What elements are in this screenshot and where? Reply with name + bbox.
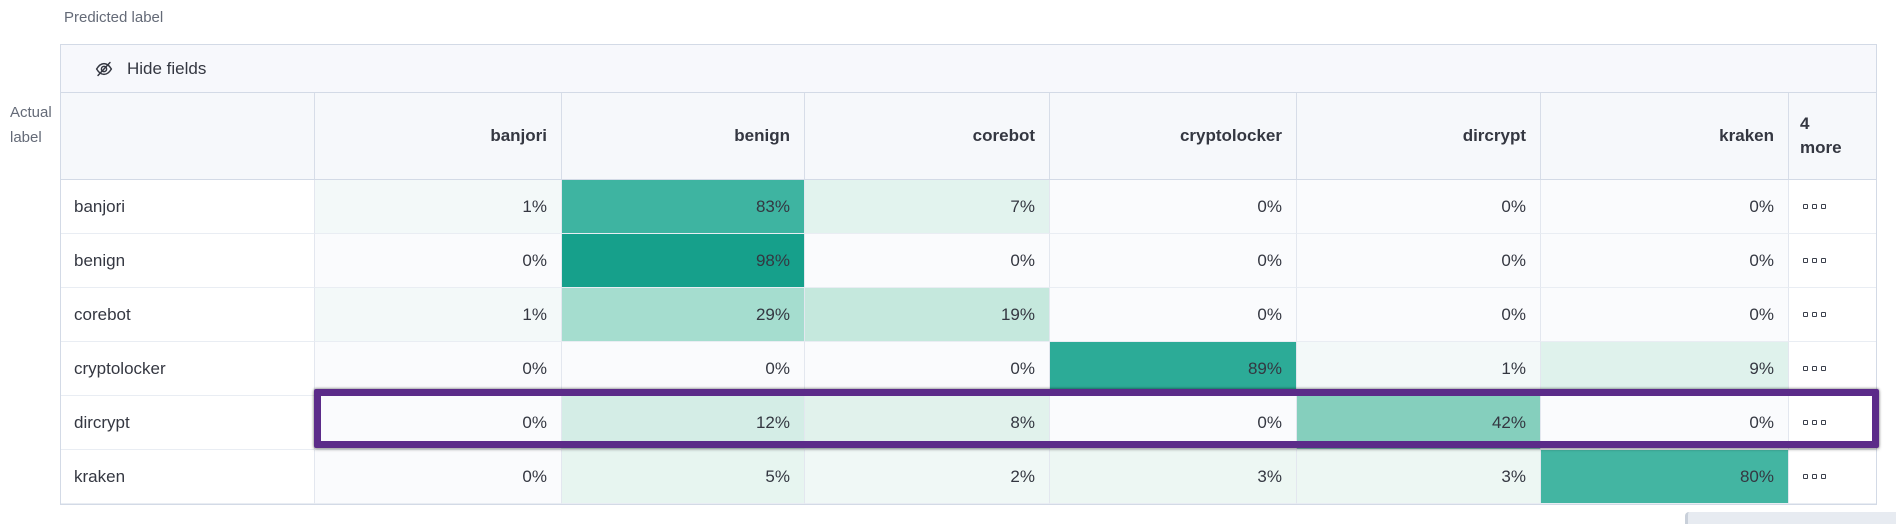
matrix-cell[interactable]: 1% <box>315 180 562 234</box>
boxes-horizontal-icon <box>1803 204 1826 209</box>
header-corner-cell <box>61 93 315 179</box>
matrix-cell[interactable]: 0% <box>1541 180 1789 234</box>
eye-closed-icon[interactable] <box>94 59 114 79</box>
matrix-cell[interactable]: 5% <box>562 450 805 504</box>
column-header-corebot[interactable]: corebot <box>805 93 1050 179</box>
boxes-horizontal-icon <box>1803 474 1826 479</box>
matrix-cell[interactable]: 0% <box>1297 234 1541 288</box>
boxes-horizontal-icon <box>1803 312 1826 317</box>
boxes-horizontal-icon <box>1803 258 1826 263</box>
row-label[interactable]: cryptolocker <box>61 342 315 396</box>
row-label[interactable]: kraken <box>61 450 315 504</box>
matrix-row-benign: benign 0% 98% 0% 0% 0% 0% <box>61 234 1876 288</box>
column-header-benign[interactable]: benign <box>562 93 805 179</box>
matrix-row-dircrypt: dircrypt 0% 12% 8% 0% 42% 0% <box>61 396 1876 450</box>
matrix-cell[interactable]: 83% <box>562 180 805 234</box>
matrix-cell[interactable]: 0% <box>1050 288 1297 342</box>
matrix-cell[interactable]: 98% <box>562 234 805 288</box>
matrix-cell[interactable]: 1% <box>315 288 562 342</box>
row-label[interactable]: corebot <box>61 288 315 342</box>
matrix-cell[interactable]: 2% <box>805 450 1050 504</box>
matrix-cell[interactable]: 0% <box>1050 396 1297 450</box>
actual-label-line1: Actual <box>10 104 52 121</box>
matrix-cell[interactable]: 12% <box>562 396 805 450</box>
matrix-cell[interactable]: 0% <box>1541 234 1789 288</box>
matrix-cell[interactable]: 0% <box>805 342 1050 396</box>
row-actions-button[interactable] <box>1789 234 1876 288</box>
boxes-horizontal-icon <box>1803 420 1826 425</box>
column-header-more[interactable]: 4 more <box>1800 114 1842 157</box>
matrix-cell[interactable]: 0% <box>1297 180 1541 234</box>
actual-label-axis: Actual label <box>10 100 52 150</box>
matrix-cell[interactable]: 0% <box>1541 396 1789 450</box>
row-actions-button[interactable] <box>1789 288 1876 342</box>
matrix-row-kraken: kraken 0% 5% 2% 3% 3% 80% <box>61 450 1876 504</box>
matrix-cell[interactable]: 0% <box>315 342 562 396</box>
row-actions-button[interactable] <box>1789 450 1876 504</box>
column-header-cryptolocker[interactable]: cryptolocker <box>1050 93 1297 179</box>
matrix-cell[interactable]: 7% <box>805 180 1050 234</box>
matrix-cell[interactable]: 8% <box>805 396 1050 450</box>
matrix-cell[interactable]: 3% <box>1050 450 1297 504</box>
column-header-dircrypt[interactable]: dircrypt <box>1297 93 1541 179</box>
matrix-row-banjori: banjori 1% 83% 7% 0% 0% 0% <box>61 180 1876 234</box>
matrix-cell[interactable]: 0% <box>1050 234 1297 288</box>
matrix-cell[interactable]: 19% <box>805 288 1050 342</box>
matrix-cell[interactable]: 9% <box>1541 342 1789 396</box>
matrix-cell[interactable]: 0% <box>1541 288 1789 342</box>
matrix-row-corebot: corebot 1% 29% 19% 0% 0% 0% <box>61 288 1876 342</box>
row-label[interactable]: dircrypt <box>61 396 315 450</box>
column-header-kraken[interactable]: kraken <box>1541 93 1789 179</box>
matrix-cell[interactable]: 0% <box>805 234 1050 288</box>
header-row: banjori benign corebot cryptolocker dirc… <box>61 93 1876 180</box>
matrix-cell[interactable]: 0% <box>1050 180 1297 234</box>
matrix-row-cryptolocker: cryptolocker 0% 0% 0% 89% 1% 9% <box>61 342 1876 396</box>
matrix-cell[interactable]: 0% <box>315 234 562 288</box>
row-label[interactable]: banjori <box>61 180 315 234</box>
row-actions-button[interactable] <box>1789 342 1876 396</box>
matrix-cell[interactable]: 0% <box>315 450 562 504</box>
confusion-matrix-data-grid: Hide fields banjori benign corebot crypt… <box>60 44 1877 505</box>
data-grid-toolbar: Hide fields <box>61 45 1876 93</box>
matrix-cell[interactable]: 3% <box>1297 450 1541 504</box>
row-label[interactable]: benign <box>61 234 315 288</box>
predicted-label-axis: Predicted label <box>64 9 164 26</box>
boxes-horizontal-icon <box>1803 366 1826 371</box>
matrix-cell[interactable]: 0% <box>1297 288 1541 342</box>
matrix-cell[interactable]: 89% <box>1050 342 1297 396</box>
hide-fields-button[interactable]: Hide fields <box>127 58 207 78</box>
horizontal-scrollbar-fragment[interactable] <box>1685 512 1896 524</box>
matrix-cell[interactable]: 29% <box>562 288 805 342</box>
row-actions-button[interactable] <box>1789 396 1876 450</box>
actual-label-line2: label <box>10 129 42 146</box>
matrix-cell[interactable]: 80% <box>1541 450 1789 504</box>
column-header-banjori[interactable]: banjori <box>315 93 562 179</box>
row-actions-button[interactable] <box>1789 180 1876 234</box>
matrix-cell[interactable]: 0% <box>315 396 562 450</box>
matrix-cell[interactable]: 1% <box>1297 342 1541 396</box>
matrix-cell[interactable]: 42% <box>1297 396 1541 450</box>
matrix-cell[interactable]: 0% <box>562 342 805 396</box>
